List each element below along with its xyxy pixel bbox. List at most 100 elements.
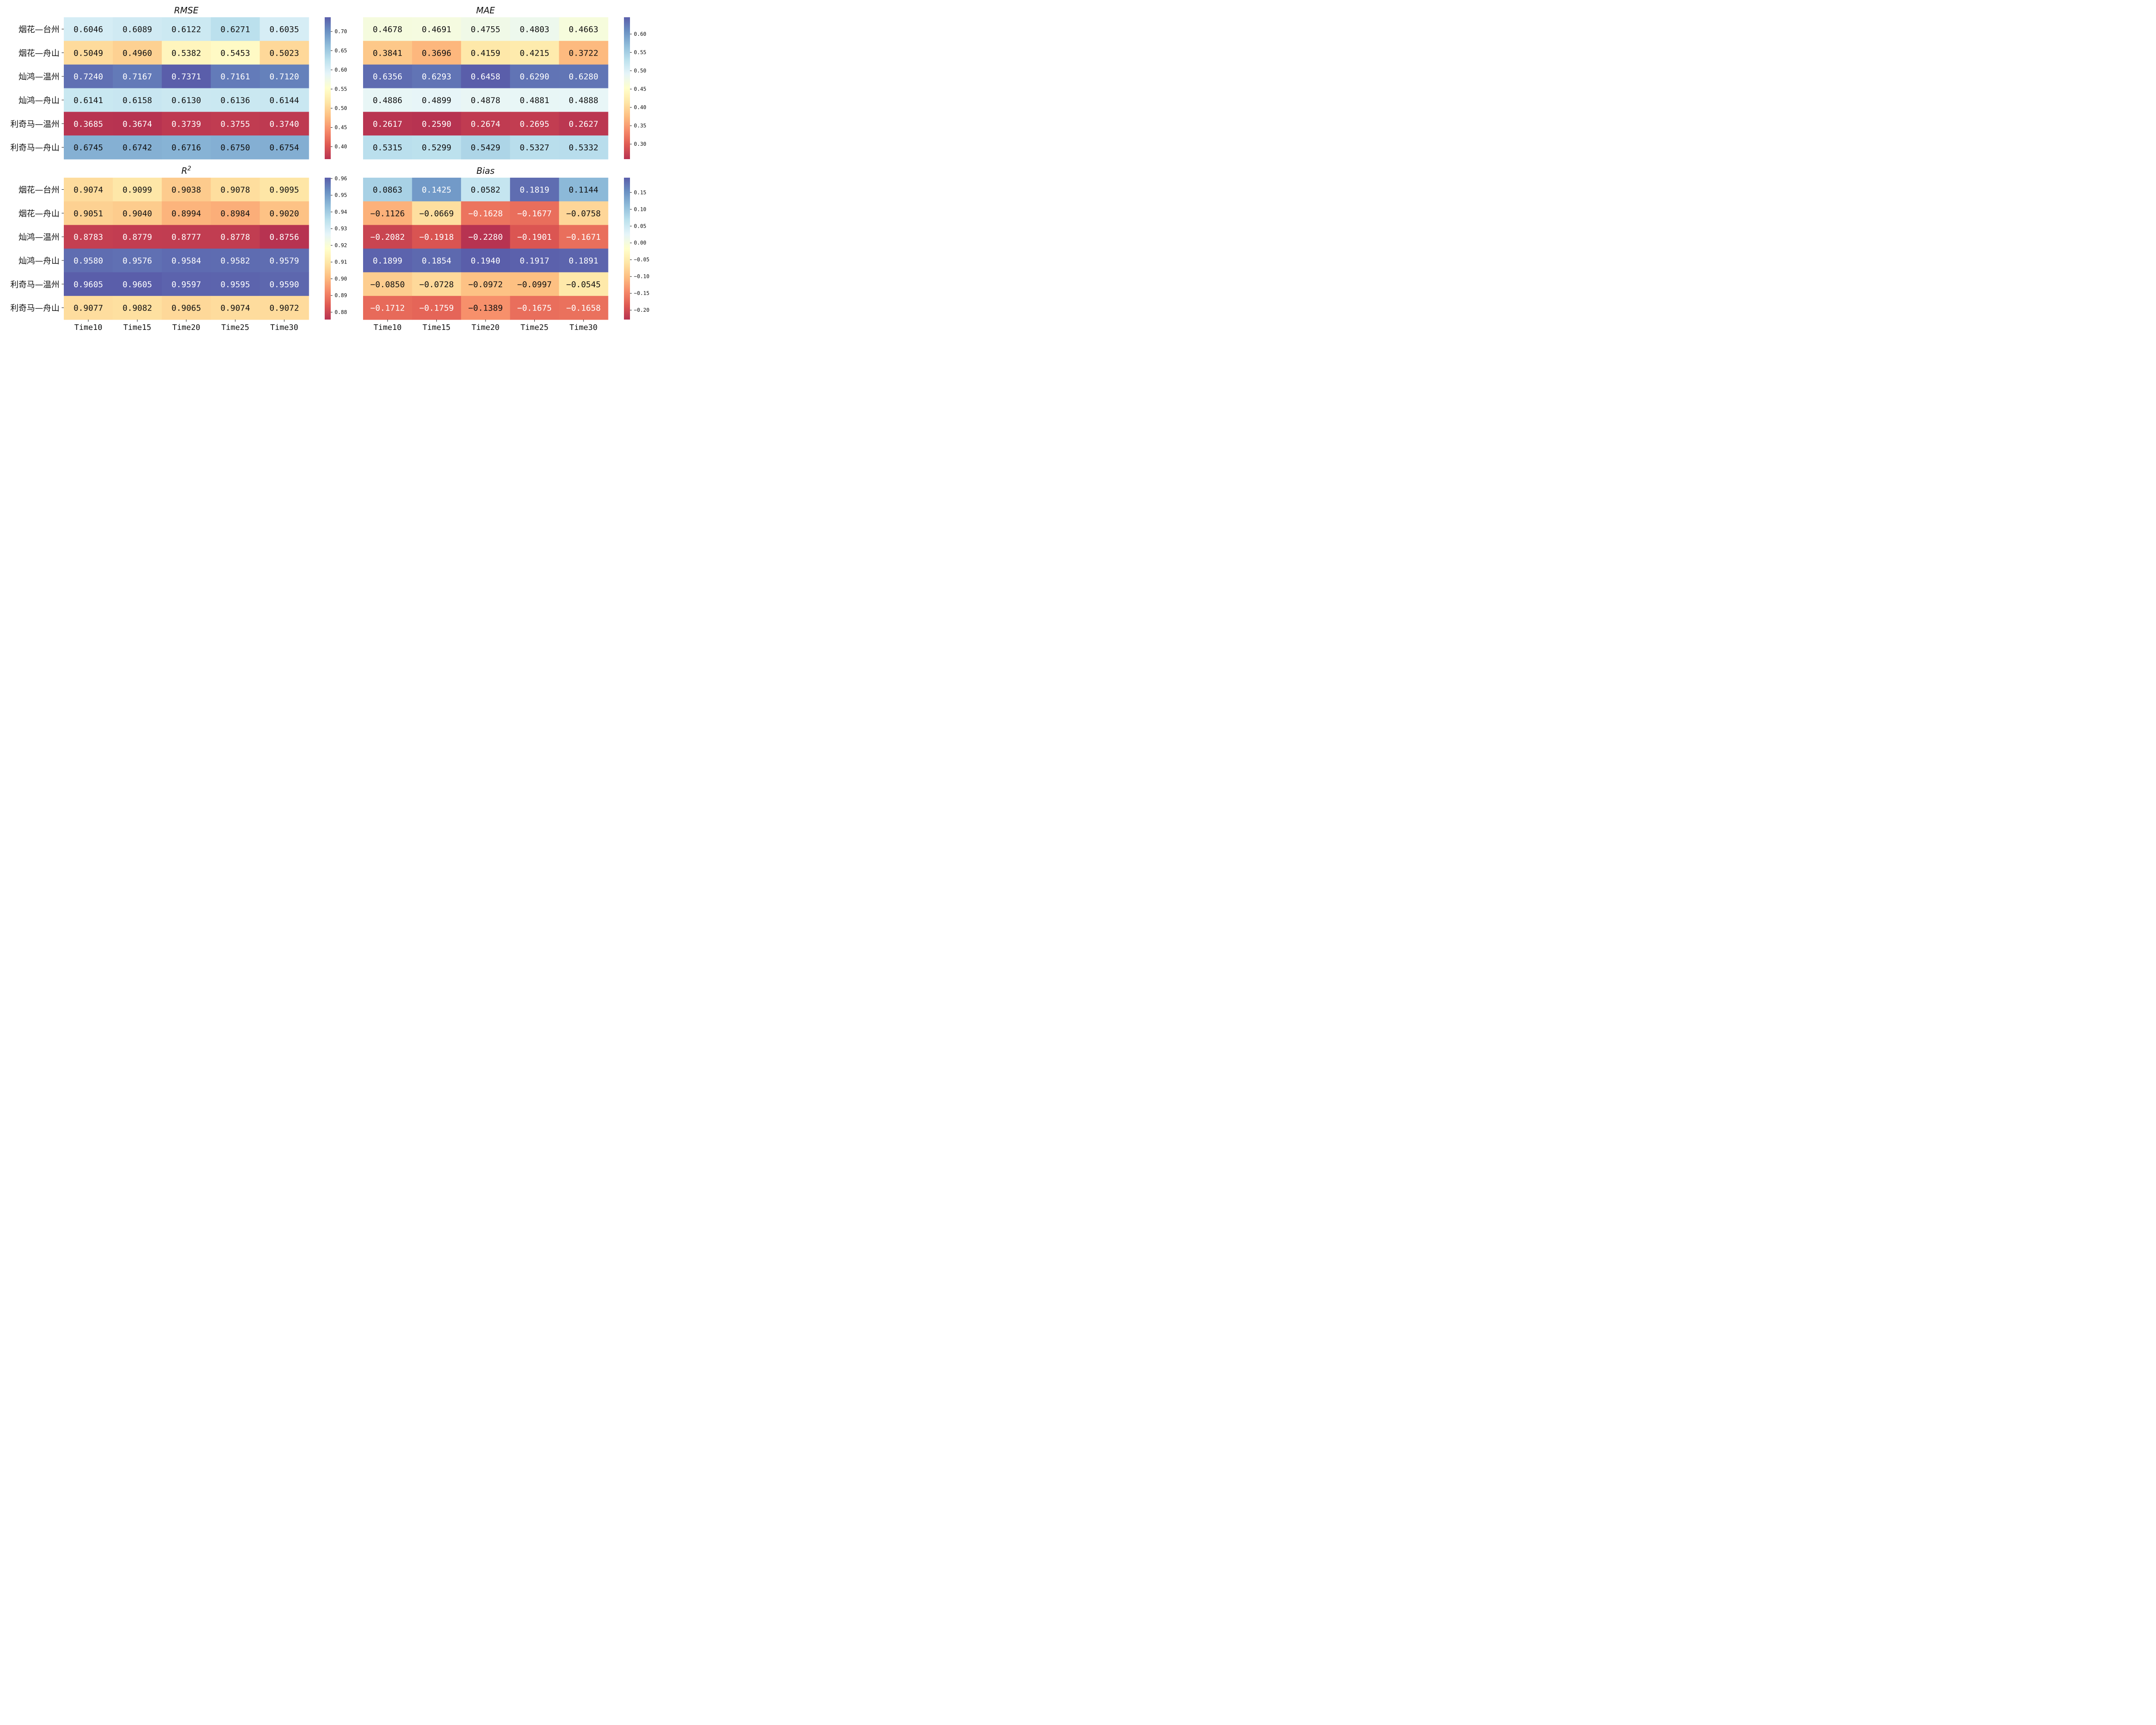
cell-value-label: −0.1918 bbox=[419, 232, 454, 242]
heatmap-cell bbox=[559, 296, 608, 320]
colorbar-tick-label: 0.10 bbox=[634, 206, 646, 212]
heatmap-cell bbox=[363, 64, 413, 89]
cell-value-label: 0.8777 bbox=[172, 232, 201, 242]
cell-value-label: 0.5382 bbox=[172, 48, 201, 58]
heatmap-cell bbox=[510, 88, 559, 112]
cell-value-label: 0.1899 bbox=[373, 256, 402, 266]
heatmap-cell bbox=[162, 178, 211, 202]
colorbar-tick-label: −0.05 bbox=[634, 257, 649, 263]
colorbar-tick-label: 0.60 bbox=[634, 31, 646, 37]
heatmap-cell bbox=[64, 296, 113, 320]
cell-value-label: 0.9605 bbox=[73, 280, 103, 289]
row-label: 灿鸿—舟山 bbox=[19, 96, 60, 105]
cell-value-label: 0.5299 bbox=[422, 143, 451, 153]
cell-value-label: 0.0863 bbox=[373, 185, 402, 194]
heatmap-cell bbox=[64, 17, 113, 41]
heatmap-cell bbox=[510, 135, 559, 160]
colorbar-tick-label: 0.55 bbox=[335, 86, 347, 92]
cell-value-label: −0.1675 bbox=[517, 304, 552, 313]
row-label: 利奇马—温州 bbox=[10, 119, 60, 129]
cell-value-label: 0.8994 bbox=[172, 209, 201, 218]
cell-value-label: 0.3685 bbox=[73, 119, 103, 129]
cell-value-label: 0.3696 bbox=[422, 48, 451, 58]
cell-value-label: −0.0728 bbox=[419, 280, 454, 289]
colorbar-tick-label: 0.94 bbox=[335, 209, 347, 215]
cell-value-label: 0.8778 bbox=[220, 232, 250, 242]
column-label: Time15 bbox=[123, 323, 151, 332]
cell-value-label: 0.6716 bbox=[172, 143, 201, 153]
heatmap-cell bbox=[210, 272, 260, 296]
heatmap-cell bbox=[363, 272, 413, 296]
heatmap-cell bbox=[113, 201, 162, 226]
cell-value-label: 0.4803 bbox=[520, 25, 549, 34]
cell-value-label: 0.9065 bbox=[172, 304, 201, 313]
heatmap-cell bbox=[510, 41, 559, 65]
heatmap-cell bbox=[559, 135, 608, 160]
column-label: Time20 bbox=[471, 323, 499, 332]
cell-value-label: 0.4960 bbox=[122, 48, 152, 58]
cell-value-label: 0.0582 bbox=[471, 185, 501, 194]
heatmap-cell bbox=[64, 178, 113, 202]
heatmap-cell bbox=[113, 248, 162, 273]
cell-value-label: 0.3755 bbox=[220, 119, 250, 129]
heatmap-cell bbox=[363, 41, 413, 65]
colorbar-tick-label: 0.50 bbox=[634, 68, 646, 74]
cell-value-label: 0.4755 bbox=[471, 25, 501, 34]
heatmap-cell bbox=[559, 201, 608, 226]
colorbar-tick-label: 0.45 bbox=[335, 124, 347, 130]
cell-value-label: 0.3739 bbox=[172, 119, 201, 129]
heatmap-cell bbox=[210, 112, 260, 136]
colorbar-tick-label: 0.88 bbox=[335, 309, 347, 315]
cell-value-label: 0.2590 bbox=[422, 119, 451, 129]
heatmap-cell bbox=[260, 296, 309, 320]
cell-value-label: −0.2082 bbox=[370, 232, 405, 242]
panel-2: R2 0.9074 0.9099 0.9038 0.9078 0.9095 0.9051 0.… bbox=[10, 165, 347, 332]
cell-value-label: 0.6089 bbox=[122, 25, 152, 34]
cell-value-label: 0.8984 bbox=[220, 209, 250, 218]
heatmap-cell bbox=[210, 135, 260, 160]
colorbar-tick-label: 0.65 bbox=[335, 48, 347, 54]
cell-value-label: 0.9597 bbox=[172, 280, 201, 289]
colorbar-tick-label: 0.15 bbox=[634, 189, 646, 195]
cell-value-label: 0.7120 bbox=[270, 72, 299, 82]
colorbar-tick-label: 0.95 bbox=[335, 192, 347, 198]
cell-value-label: 0.4678 bbox=[373, 25, 402, 34]
heatmap-cell bbox=[113, 17, 162, 41]
colorbar-tick-label: 0.30 bbox=[634, 141, 646, 147]
heatmap-cell bbox=[412, 178, 461, 202]
cell-value-label: 0.9580 bbox=[73, 256, 103, 266]
panel-3: Bias 0.0863 0.1425 0.0582 0.1819 0.1144 −0.112… bbox=[363, 166, 649, 332]
column-label: Time15 bbox=[423, 323, 451, 332]
heatmap-cell bbox=[113, 178, 162, 202]
heatmap-cell bbox=[260, 41, 309, 65]
colorbar-tick-label: 0.50 bbox=[335, 105, 347, 111]
heatmap-cell bbox=[162, 41, 211, 65]
colorbar-tick-label: 0.55 bbox=[634, 49, 646, 55]
heatmap-cell bbox=[412, 64, 461, 89]
heatmap-cell bbox=[113, 41, 162, 65]
colorbar-tick-label: 0.91 bbox=[335, 259, 347, 265]
heatmap-cell bbox=[113, 296, 162, 320]
cell-value-label: 0.1425 bbox=[422, 185, 451, 194]
heatmap-cell bbox=[510, 225, 559, 249]
cell-value-label: 0.2627 bbox=[569, 119, 599, 129]
heatmap-cell bbox=[113, 272, 162, 296]
cell-value-label: 0.6046 bbox=[73, 25, 103, 34]
heatmap-cell bbox=[363, 296, 413, 320]
heatmap-cell bbox=[510, 64, 559, 89]
heatmap-cell bbox=[510, 201, 559, 226]
heatmap-cell bbox=[559, 112, 608, 136]
heatmap-cell bbox=[210, 88, 260, 112]
heatmap-cell bbox=[412, 201, 461, 226]
heatmap-cell bbox=[64, 112, 113, 136]
cell-value-label: 0.5327 bbox=[520, 143, 549, 153]
colorbar-tick-label: 0.40 bbox=[335, 144, 347, 150]
cell-value-label: −0.2280 bbox=[468, 232, 503, 242]
cell-value-label: 0.6745 bbox=[73, 143, 103, 153]
heatmap-cell bbox=[162, 201, 211, 226]
heatmap-cell bbox=[363, 225, 413, 249]
heatmap-cell bbox=[461, 17, 511, 41]
heatmap-cell bbox=[559, 88, 608, 112]
cell-value-label: 0.9590 bbox=[270, 280, 299, 289]
heatmap-cell bbox=[162, 135, 211, 160]
